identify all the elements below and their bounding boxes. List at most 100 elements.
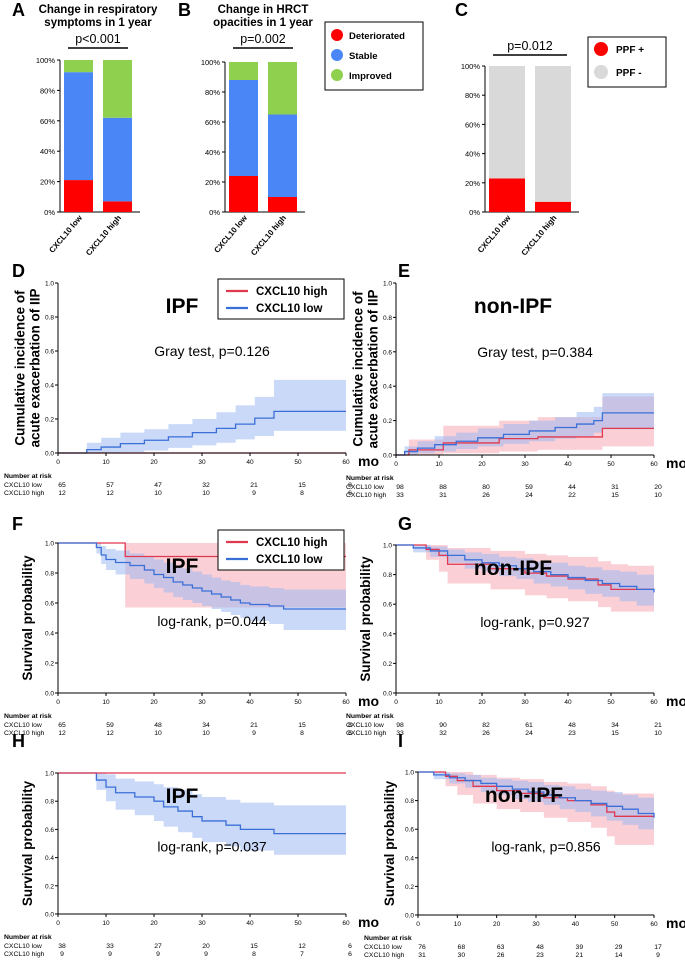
ci-band-cxcl10-low: [58, 379, 346, 453]
x-tick-label: 10: [435, 461, 443, 468]
y-axis-title: Cumulative incidence of: [13, 290, 28, 446]
risk-table-value: 26: [482, 492, 490, 499]
km-line-cxcl10-low: [418, 771, 655, 818]
stat-text: log-rank, p=0.927: [480, 614, 590, 630]
y-tick-label: 0.0: [383, 691, 392, 698]
chart-subtitle: non-IPF: [485, 784, 563, 807]
chart-panel-H: 0.0 0.2 0.4 0.6 0.8 1.0 0 10 20 30 40 50 60 mo IPF log-…: [4, 771, 379, 959]
x-tick-label: 10: [102, 920, 110, 927]
y-tick-label: 0.6: [45, 827, 54, 834]
stat-text: Gray test, p=0.126: [154, 343, 270, 359]
bar-improved: [64, 60, 93, 73]
risk-table-value: 14: [615, 952, 623, 959]
legend-label: CXCL10 high: [256, 537, 328, 549]
y-tick-label: 40%: [205, 148, 220, 157]
y-tick-label: 1.0: [383, 543, 392, 550]
x-tick-label: 0: [56, 459, 60, 466]
x-tick-label: 20: [150, 920, 158, 927]
y-tick-label: 0.4: [45, 855, 54, 862]
risk-table-value: 48: [536, 944, 544, 951]
chart-title: opacities in 1 year: [213, 17, 313, 29]
x-unit-label: mo: [358, 693, 379, 709]
risk-table-value: 44: [568, 484, 576, 491]
legend-box: [324, 21, 424, 91]
y-tick-label: 1.0: [45, 541, 54, 548]
risk-table-title: Number at risk: [364, 935, 412, 942]
p-value: p=0.002: [240, 32, 286, 46]
risk-table-value: 9: [252, 730, 256, 737]
risk-table-value: 12: [298, 943, 306, 950]
y-tick-label: 1.0: [45, 281, 54, 288]
risk-table-value: 32: [439, 730, 447, 737]
legend-swatch: [331, 49, 343, 61]
risk-table-value: 12: [106, 490, 114, 497]
risk-table-value: 15: [298, 722, 306, 729]
risk-table-value: 31: [418, 952, 426, 959]
bar-ppf-: [489, 66, 525, 179]
y-tick-label: 0.6: [383, 602, 392, 609]
chart-subtitle: IPF: [166, 785, 199, 808]
risk-table-value: 24: [525, 492, 533, 499]
risk-table-value: 65: [58, 722, 66, 729]
risk-table-value: 76: [418, 944, 426, 951]
panel-letter-F: F: [12, 514, 23, 534]
km-line-cxcl10-low: [396, 412, 654, 456]
legend-label: PPF -: [616, 68, 642, 79]
x-tick-label: 30: [198, 459, 206, 466]
y-tick-label: 0.4: [383, 631, 392, 638]
risk-table-value: 80: [482, 484, 490, 491]
x-category-label: CXCL10 low: [212, 213, 249, 255]
risk-table-value: 9: [656, 952, 660, 959]
km-line-cxcl10-high: [396, 427, 654, 456]
y-tick-label: 0.6: [45, 601, 54, 608]
chart-panel-D: 0.0 0.2 0.4 0.6 0.8 1.0 0 10 20 30 40 50 60 mo IPF Gray…: [4, 278, 379, 497]
risk-table-value: 8: [348, 722, 352, 729]
x-tick-label: 40: [246, 699, 254, 706]
risk-table-value: 21: [250, 482, 258, 489]
risk-table-value: 33: [396, 730, 404, 737]
x-unit-label: mo: [358, 914, 379, 930]
y-axis-title: Survival probability: [382, 780, 397, 906]
chart-title: Change in HRCT: [218, 4, 309, 16]
risk-table-value: 23: [568, 730, 576, 737]
x-tick-label: 30: [198, 699, 206, 706]
chart-subtitle: non-IPF: [474, 295, 552, 318]
risk-table-value: 10: [154, 730, 162, 737]
y-axis-title: Cumulative incidence of: [351, 291, 366, 447]
risk-table-value: 6: [348, 951, 352, 958]
x-tick-label: 0: [394, 699, 398, 706]
y-tick-label: 60%: [205, 118, 220, 127]
y-tick-label: 1.0: [405, 770, 414, 777]
y-tick-label: 100%: [461, 62, 481, 71]
y-tick-label: 0.6: [45, 349, 54, 356]
y-tick-label: 0.2: [45, 883, 54, 890]
y-tick-label: 60%: [465, 120, 480, 129]
x-tick-label: 50: [607, 699, 615, 706]
risk-table-value: 21: [250, 722, 258, 729]
y-tick-label: 60%: [40, 117, 55, 126]
bar-improved: [229, 62, 258, 80]
risk-table-value: 22: [568, 492, 576, 499]
x-unit-label: mo: [358, 453, 379, 469]
stat-text: log-rank, p=0.856: [491, 839, 601, 855]
risk-table-value: 23: [536, 952, 544, 959]
y-tick-label: 20%: [40, 178, 55, 187]
risk-table-value: 98: [396, 722, 404, 729]
x-tick-label: 10: [102, 699, 110, 706]
risk-table-group: CXCL10 high: [346, 492, 387, 499]
chart-panel-E: 0.00.20.40.60.81.00 10 20 30 40 50 60 monon-IPF…: [346, 281, 685, 500]
x-tick-label: 60: [650, 461, 658, 468]
y-tick-label: 20%: [465, 179, 480, 188]
risk-table-value: 33: [106, 943, 114, 950]
p-value: p<0.001: [75, 32, 121, 46]
risk-table-value: 48: [154, 722, 162, 729]
legend-box: [217, 529, 345, 571]
y-tick-label: 0.2: [45, 417, 54, 424]
risk-table-value: 30: [458, 952, 466, 959]
p-value: p=0.012: [507, 39, 553, 53]
bar-improved: [103, 60, 132, 118]
risk-table-value: 9: [156, 951, 160, 958]
y-axis-title: Survival probability: [20, 780, 35, 906]
y-tick-label: 0.0: [405, 913, 414, 920]
